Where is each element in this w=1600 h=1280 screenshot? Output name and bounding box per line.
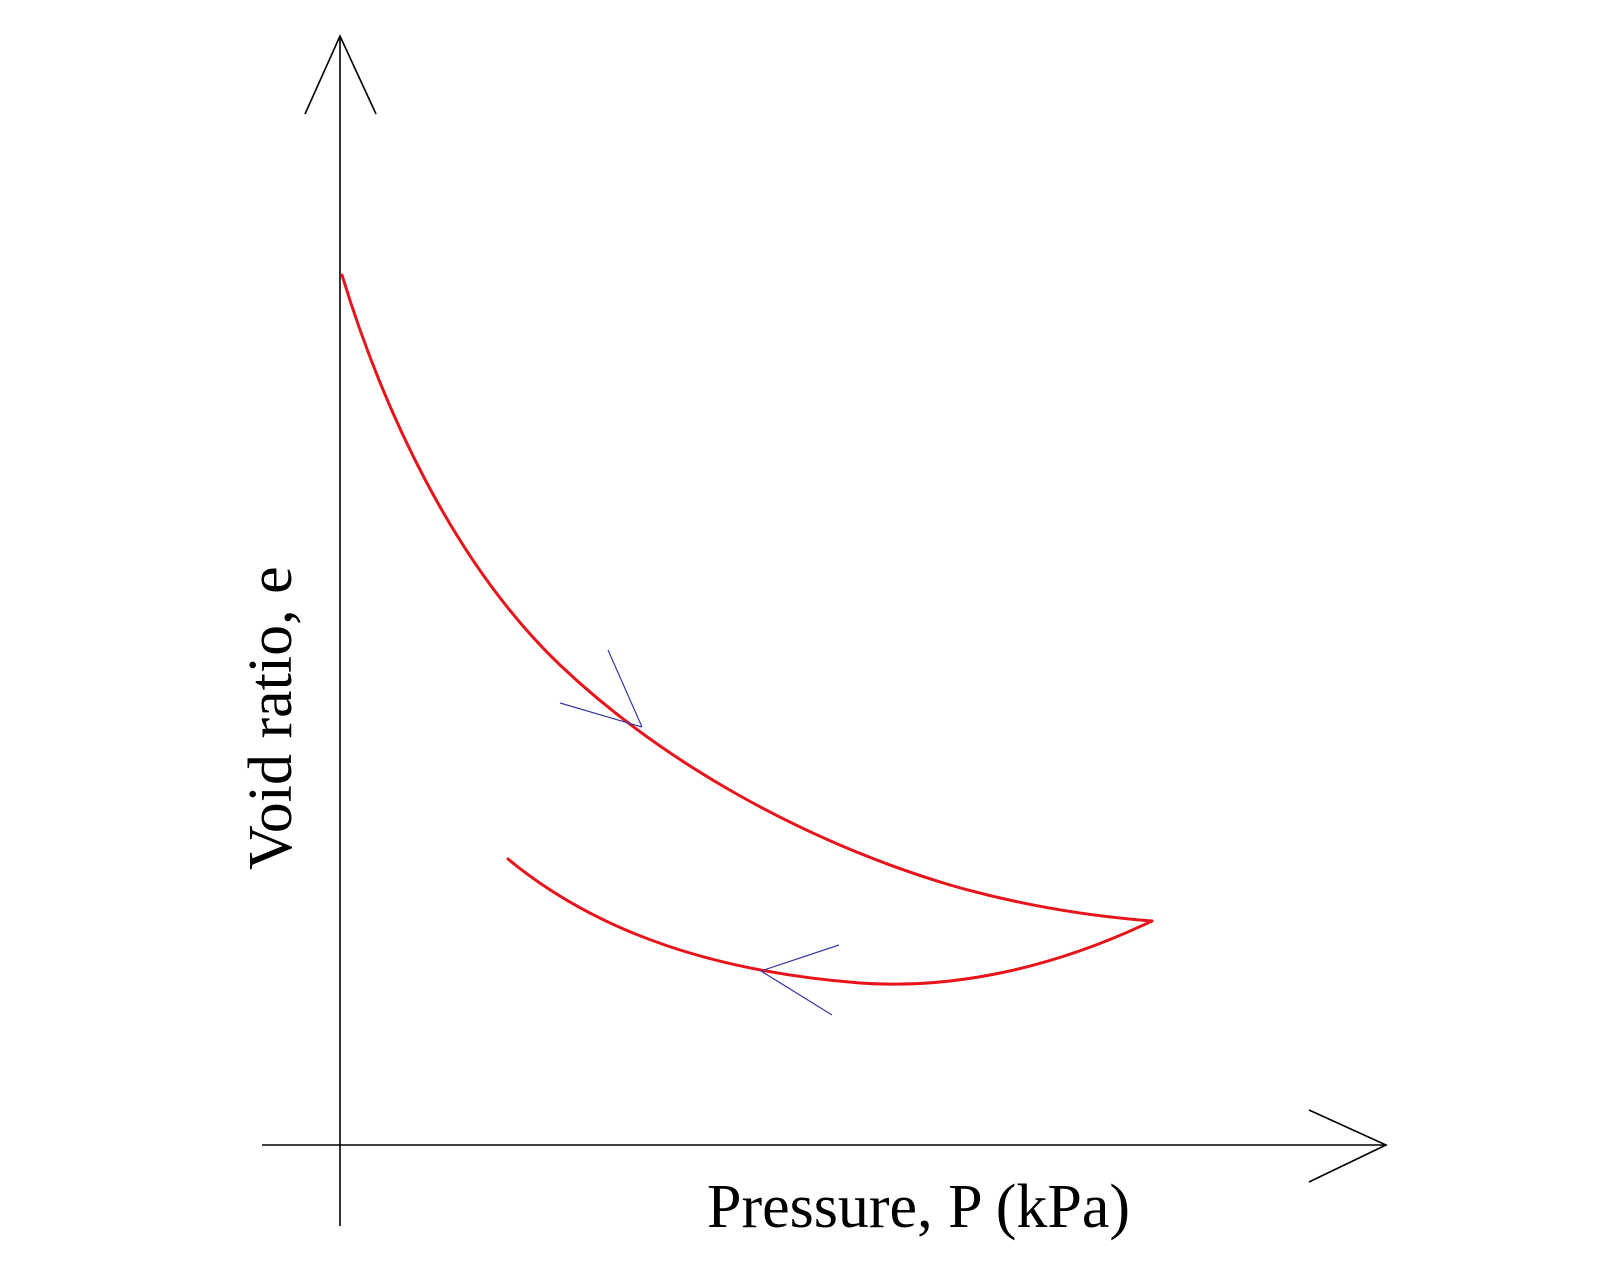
loading-curve [340,273,1154,923]
unloading-direction-arrow-icon [760,944,840,1016]
y-axis-arrowhead-icon [304,34,377,115]
loading-direction-arrow-icon [559,649,643,728]
y-axis-label: Void ratio, e [237,566,305,870]
unloading-curve [506,857,1154,986]
y-axis [304,34,377,1226]
x-axis [262,1109,1388,1183]
x-axis-label: Pressure, P (kPa) [707,1173,1131,1241]
x-axis-arrowhead-icon [1308,1109,1388,1183]
